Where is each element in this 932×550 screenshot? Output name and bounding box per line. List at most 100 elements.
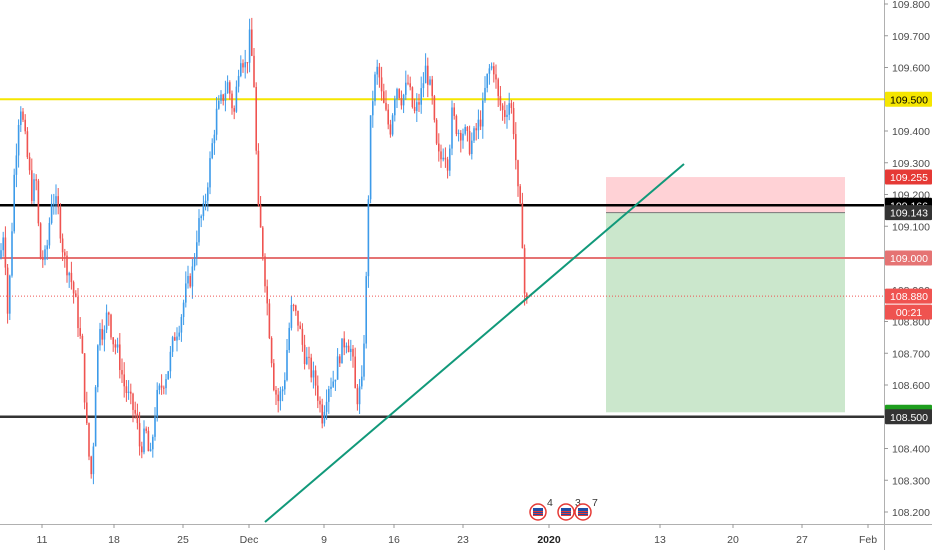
y-tick-label: 109.300 (892, 158, 930, 170)
candle-body (154, 416, 156, 437)
ascending-trendline[interactable] (264, 163, 685, 523)
us-flag-icon[interactable]: 4 (529, 497, 553, 521)
candle-body (303, 344, 306, 365)
candle-body (50, 203, 53, 223)
price-label-text: 108.880 (890, 291, 928, 303)
candle-body (374, 74, 376, 102)
candle-body (90, 456, 92, 475)
candle-body (299, 325, 301, 329)
candle-body (394, 99, 396, 116)
candle-body (105, 312, 108, 330)
candle-body (123, 374, 125, 387)
candle-body (222, 94, 224, 101)
trendline[interactable] (264, 163, 685, 523)
candle-body (341, 338, 343, 364)
candle-body (363, 343, 365, 377)
flag-stripe (533, 511, 543, 512)
candle-body (68, 272, 70, 276)
candle-body (281, 389, 284, 392)
flag-stripe (533, 513, 543, 514)
candle-body (72, 282, 75, 294)
candle-body (189, 275, 191, 287)
us-flag-icon[interactable]: 7 (574, 497, 598, 521)
candle-body (306, 356, 308, 365)
candle-body (319, 400, 321, 405)
y-tick-label: 109.600 (892, 63, 930, 75)
candle-body (0, 250, 2, 258)
flag-stripe (578, 513, 588, 514)
price-label-bg (885, 91, 932, 107)
x-tick-label: 16 (388, 534, 400, 546)
flag-stripe (578, 511, 588, 512)
candle-body (510, 103, 513, 109)
y-tick-label: 109.100 (892, 221, 930, 233)
candle-body (61, 238, 64, 253)
candle-body (317, 385, 319, 401)
candle-body (55, 196, 57, 204)
candle-body (387, 109, 389, 125)
candle-body (325, 401, 328, 412)
candle-body (380, 77, 383, 92)
us-flag-icon[interactable]: 3 (557, 497, 581, 521)
price-label: 109.500 (885, 91, 932, 107)
candle-body (378, 66, 381, 78)
candle-body (233, 108, 235, 112)
candle-body (169, 351, 172, 372)
candle-body (33, 179, 35, 201)
candle-body (99, 328, 101, 346)
candle-body (268, 303, 271, 339)
y-tick-label: 108.600 (892, 380, 930, 392)
x-tick-label: Dec (240, 534, 259, 546)
time-axis[interactable]: 11 18 25 Dec 9 16 23 2020 13 20 27 Feb 2 (0, 524, 932, 550)
candle-body (185, 283, 187, 303)
candle-body (389, 124, 392, 135)
candle-body (88, 423, 90, 457)
candle-body (37, 180, 40, 224)
candle-body (396, 89, 398, 100)
candle-body (240, 63, 242, 76)
candle-body (427, 65, 429, 85)
horizontal-lines[interactable] (0, 98, 884, 418)
candle-body (200, 216, 202, 219)
candle-body (411, 87, 414, 107)
candle-body (75, 293, 77, 298)
price-label-text: 109.000 (890, 253, 928, 265)
y-tick-label: 109.400 (892, 126, 930, 138)
candle-body (24, 119, 26, 132)
candle-body (220, 94, 222, 101)
candle-body (273, 363, 275, 390)
candle-body (279, 391, 282, 402)
candle-body (64, 252, 66, 256)
short-position-tool[interactable] (606, 177, 845, 413)
candle-body (204, 200, 207, 204)
candle-body (422, 83, 425, 89)
candle-body (312, 370, 315, 378)
candle-body (431, 79, 433, 97)
candle-body (497, 79, 499, 97)
candle-body (365, 276, 367, 344)
candle-body (127, 391, 130, 393)
candle-body (339, 356, 341, 364)
price-axis[interactable]: 109.800 109.700 109.600 109.500 109.400 109.3… (884, 0, 932, 550)
candle-body (77, 297, 79, 329)
candlesticks (0, 17, 528, 485)
candle-body (288, 327, 290, 351)
candle-body (266, 286, 268, 304)
take-profit-zone[interactable] (606, 212, 845, 413)
price-label-text: 109.255 (890, 172, 928, 184)
flag-stripe (578, 515, 588, 516)
candle-body (39, 223, 42, 259)
candle-body (211, 143, 213, 159)
stop-loss-zone[interactable] (606, 177, 845, 213)
candle-body (2, 237, 4, 251)
candle-body (471, 140, 473, 155)
candle-body (158, 385, 161, 390)
candle-body (163, 387, 165, 389)
candle-body (114, 344, 117, 348)
candle-body (138, 423, 141, 447)
candle-body (70, 272, 73, 283)
candle-body (477, 119, 480, 131)
x-tick-label: 27 (796, 534, 808, 546)
